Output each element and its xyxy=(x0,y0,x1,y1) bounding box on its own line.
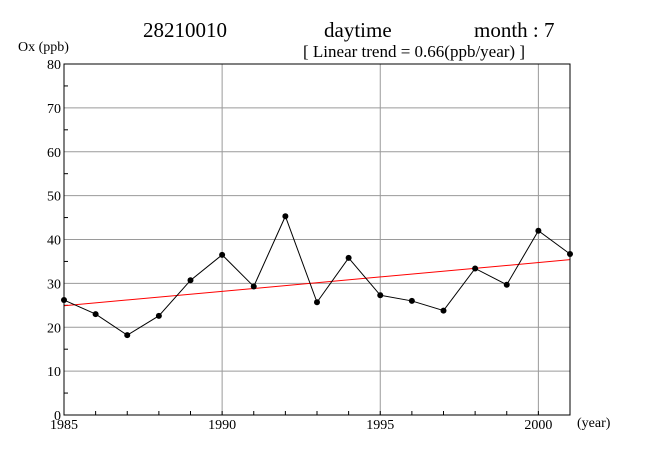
plot-frame xyxy=(63,63,571,416)
data-point xyxy=(377,292,384,299)
grid xyxy=(64,64,570,415)
y-tick-label: 40 xyxy=(47,234,61,249)
y-tick-label: 80 xyxy=(47,58,61,73)
x-tick-label: 2000 xyxy=(524,418,552,433)
data-point xyxy=(92,311,99,318)
data-point xyxy=(155,312,162,319)
y-tick-label: 30 xyxy=(47,277,61,292)
data-point xyxy=(187,277,194,284)
data-point xyxy=(345,254,352,261)
station-id: 28210010 xyxy=(143,18,227,42)
data-point xyxy=(250,283,257,290)
x-tick-label: 1995 xyxy=(366,418,394,433)
x-tick-label: 1990 xyxy=(208,418,236,433)
data-point xyxy=(440,307,447,314)
y-tick-label: 50 xyxy=(47,190,61,205)
data-point xyxy=(408,297,415,304)
x-axis-unit-label: (year) xyxy=(577,416,611,431)
data-point xyxy=(503,281,510,288)
data-point xyxy=(535,227,542,234)
y-axis-label: Ox (ppb) xyxy=(18,40,69,55)
data-point xyxy=(282,213,289,220)
y-tick-label: 20 xyxy=(47,321,61,336)
axis-tick-labels: 0 10 20 30 40 50 60 70 80 1985 1990 1995 2000 xyxy=(47,58,552,433)
data-point xyxy=(314,299,320,306)
period-label: daytime xyxy=(324,18,392,42)
data-point xyxy=(219,251,226,258)
x-tick-label: 1985 xyxy=(50,418,78,433)
y-tick-label: 70 xyxy=(47,102,61,117)
trend-line-group xyxy=(63,259,571,307)
series-group xyxy=(61,213,573,339)
series-line xyxy=(63,214,571,336)
data-point xyxy=(124,332,131,339)
y-tick-label: 10 xyxy=(47,365,61,380)
y-tick-label: 60 xyxy=(47,146,61,161)
month-label: month : 7 xyxy=(474,18,555,42)
trend-line xyxy=(63,259,571,307)
y-tick-label: 0 xyxy=(54,409,61,424)
trend-label: [ Linear trend = 0.66(ppb/year) ] xyxy=(303,42,525,61)
data-point xyxy=(472,265,479,272)
